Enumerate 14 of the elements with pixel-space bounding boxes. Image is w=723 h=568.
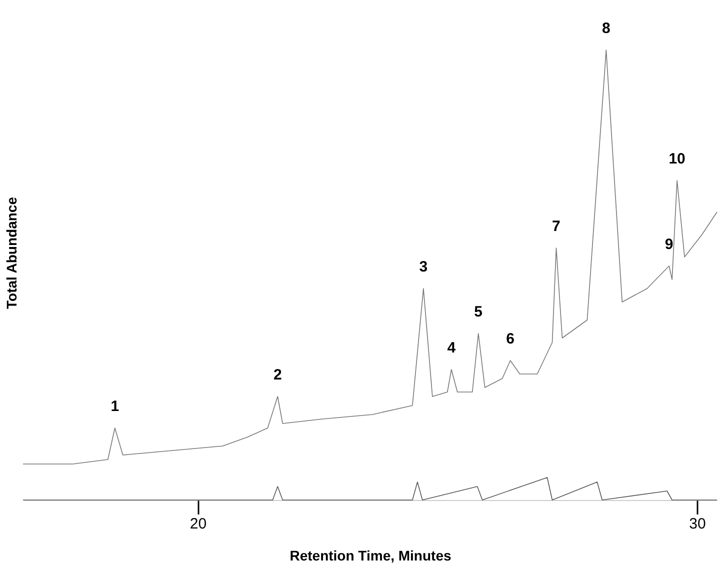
annotation: 4 — [447, 340, 456, 356]
annotation: 7 — [552, 218, 560, 235]
annotation: 3 — [419, 258, 428, 276]
annotation: 2 — [273, 366, 282, 384]
y-axis-title: Total Abundance — [4, 196, 20, 309]
x-tick-label: 20 — [190, 516, 207, 532]
annotation: 5 — [474, 304, 483, 320]
annotation: 10 — [668, 150, 686, 168]
x-axis-title: Retention Time, Minutes — [290, 548, 452, 564]
annotation: 8 — [602, 20, 610, 37]
annotation: 1 — [110, 398, 120, 415]
x-tick-label: 30 — [689, 516, 706, 532]
annotation: 9 — [664, 236, 674, 253]
annotation: 6 — [506, 330, 514, 348]
